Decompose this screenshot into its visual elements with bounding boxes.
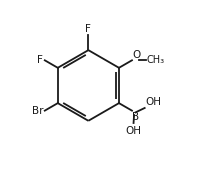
- Text: F: F: [37, 55, 43, 65]
- Text: OH: OH: [145, 98, 161, 108]
- Text: Br: Br: [32, 106, 43, 116]
- Text: O: O: [132, 50, 140, 60]
- Text: F: F: [85, 24, 91, 34]
- Text: B: B: [132, 112, 139, 122]
- Text: OH: OH: [125, 126, 141, 136]
- Text: CH₃: CH₃: [145, 55, 163, 65]
